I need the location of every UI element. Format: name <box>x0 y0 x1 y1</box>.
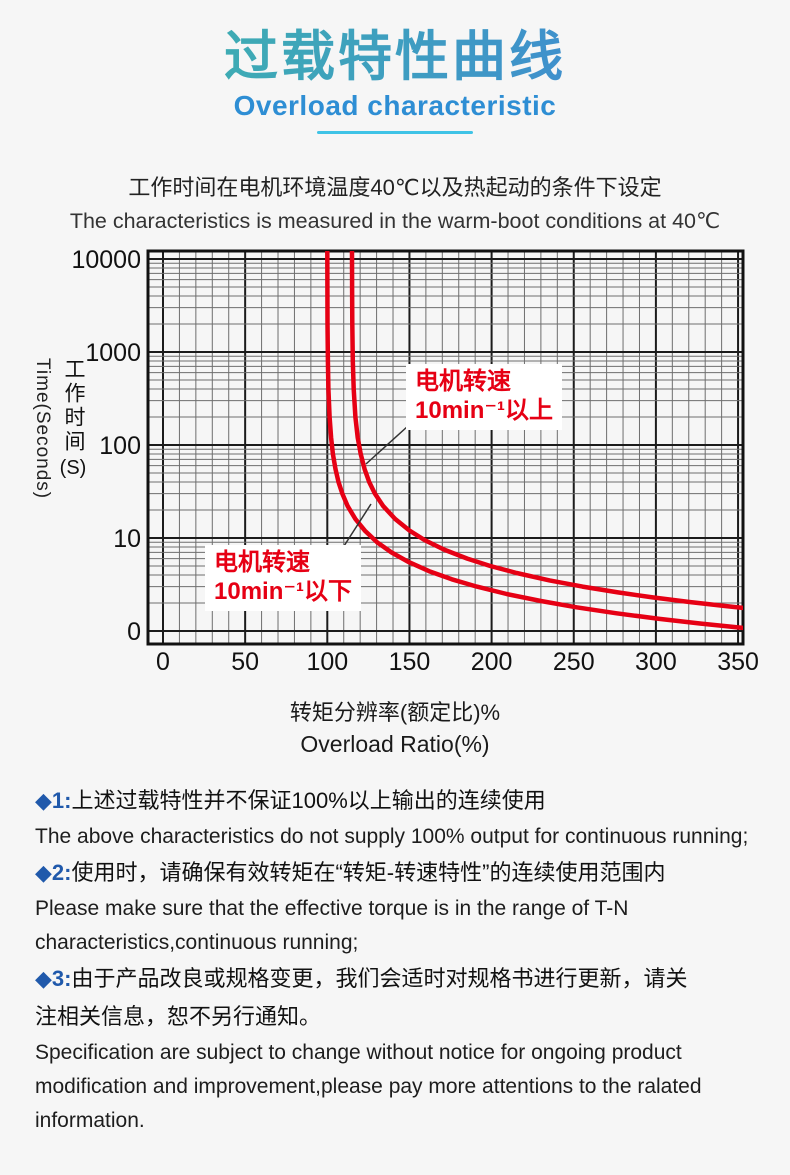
annotation-leader-below <box>343 503 372 547</box>
note-3-zh-line2: 注相关信息，恕不另行通知。 <box>35 1003 322 1029</box>
annotation-above-10min: 电机转速 10min⁻¹以上 <box>406 363 563 431</box>
note-3-bullet: ◆3: <box>35 965 72 991</box>
x-axis-title-en: Overload Ratio(%) <box>300 730 490 757</box>
y-tick-label: 10 <box>113 525 141 553</box>
curve-below-10min <box>325 250 743 630</box>
overload-chart: 0 50 100 150 200 250 300 350 10000 1000 100 10 0 电机转… <box>0 240 790 770</box>
annotation-line: 10min⁻¹以上 <box>415 396 554 424</box>
page-subtitle: Overload characteristic <box>233 89 557 121</box>
note-1-bullet: ◆1: <box>35 787 72 813</box>
y-axis-title-zh-column: 工作时间 (S) <box>58 358 88 499</box>
note-3-en-line3: information. <box>35 1108 145 1132</box>
note-1-text: 上述过载特性并不保证100%以上输出的连续使用 <box>71 787 546 813</box>
annotation-below-10min: 电机转速 10min⁻¹以下 <box>205 544 362 612</box>
x-tick-label: 150 <box>389 648 431 676</box>
x-tick-label: 300 <box>635 648 677 676</box>
notes-section: ◆1:上述过载特性并不保证100%以上输出的连续使用 The above cha… <box>0 770 790 1138</box>
plot-border <box>146 249 745 646</box>
title-underline <box>317 130 473 134</box>
curve-above-10min <box>349 250 743 610</box>
y-axis-title: Time(Seconds) 工作时间 (S) <box>31 358 88 499</box>
note-2-bullet: ◆2: <box>35 859 72 885</box>
y-tick-label: 10000 <box>71 246 141 274</box>
x-tick-label: 200 <box>471 648 513 676</box>
condition-note-zh: 工作时间在电机环境温度40℃以及热起动的条件下设定 <box>128 174 662 200</box>
note-3-text: 由于产品改良或规格变更，我们会适时对规格书进行更新，请关 <box>71 965 688 991</box>
x-axis-title-zh: 转矩分辨率(额定比)% <box>289 699 501 725</box>
page-title: 过载特性曲线 <box>0 26 790 90</box>
x-axis-title: 转矩分辨率(额定比)% Overload Ratio(%) <box>0 698 790 760</box>
page-header: 过载特性曲线 Overload characteristic <box>0 0 790 134</box>
x-tick-label: 100 <box>306 648 348 676</box>
y-tick-label: 1000 <box>85 339 141 367</box>
note-3-en-line2: modification and improvement,please pay … <box>35 1074 702 1098</box>
note-1-zh: ◆1:上述过载特性并不保证100%以上输出的连续使用 <box>35 782 756 820</box>
y-tick-label: 0 <box>127 618 141 646</box>
note-2-en-line1: Please make sure that the effective torq… <box>35 896 629 920</box>
y-axis-unit: (S) <box>59 456 87 479</box>
x-tick-label: 350 <box>717 648 759 676</box>
y-axis-title-zh: 工作时间 <box>62 357 85 454</box>
note-2-zh: ◆2:使用时，请确保有效转矩在“转矩-转速特性”的连续使用范围内 <box>35 854 756 892</box>
annotation-line: 10min⁻¹以下 <box>214 577 353 605</box>
x-tick-label: 50 <box>231 648 259 676</box>
y-tick-label: 100 <box>99 432 141 460</box>
note-3-zh-line1: ◆3:由于产品改良或规格变更，我们会适时对规格书进行更新，请关 <box>35 960 756 998</box>
y-axis-title-en: Time(Seconds) <box>32 357 53 499</box>
note-2-text: 使用时，请确保有效转矩在“转矩-转速特性”的连续使用范围内 <box>71 859 666 885</box>
x-tick-label: 0 <box>156 648 170 676</box>
annotation-leader-above <box>365 425 409 465</box>
x-tick-label: 250 <box>553 648 595 676</box>
annotation-line: 电机转速 <box>214 548 310 576</box>
annotation-line: 电机转速 <box>415 367 511 395</box>
note-1-en: The above characteristics do not supply … <box>35 824 749 848</box>
note-2-en-line2: characteristics,continuous running; <box>35 930 359 954</box>
condition-note-en: The characteristics is measured in the w… <box>69 208 721 233</box>
note-3-en-line1: Specification are subject to change with… <box>35 1040 682 1064</box>
